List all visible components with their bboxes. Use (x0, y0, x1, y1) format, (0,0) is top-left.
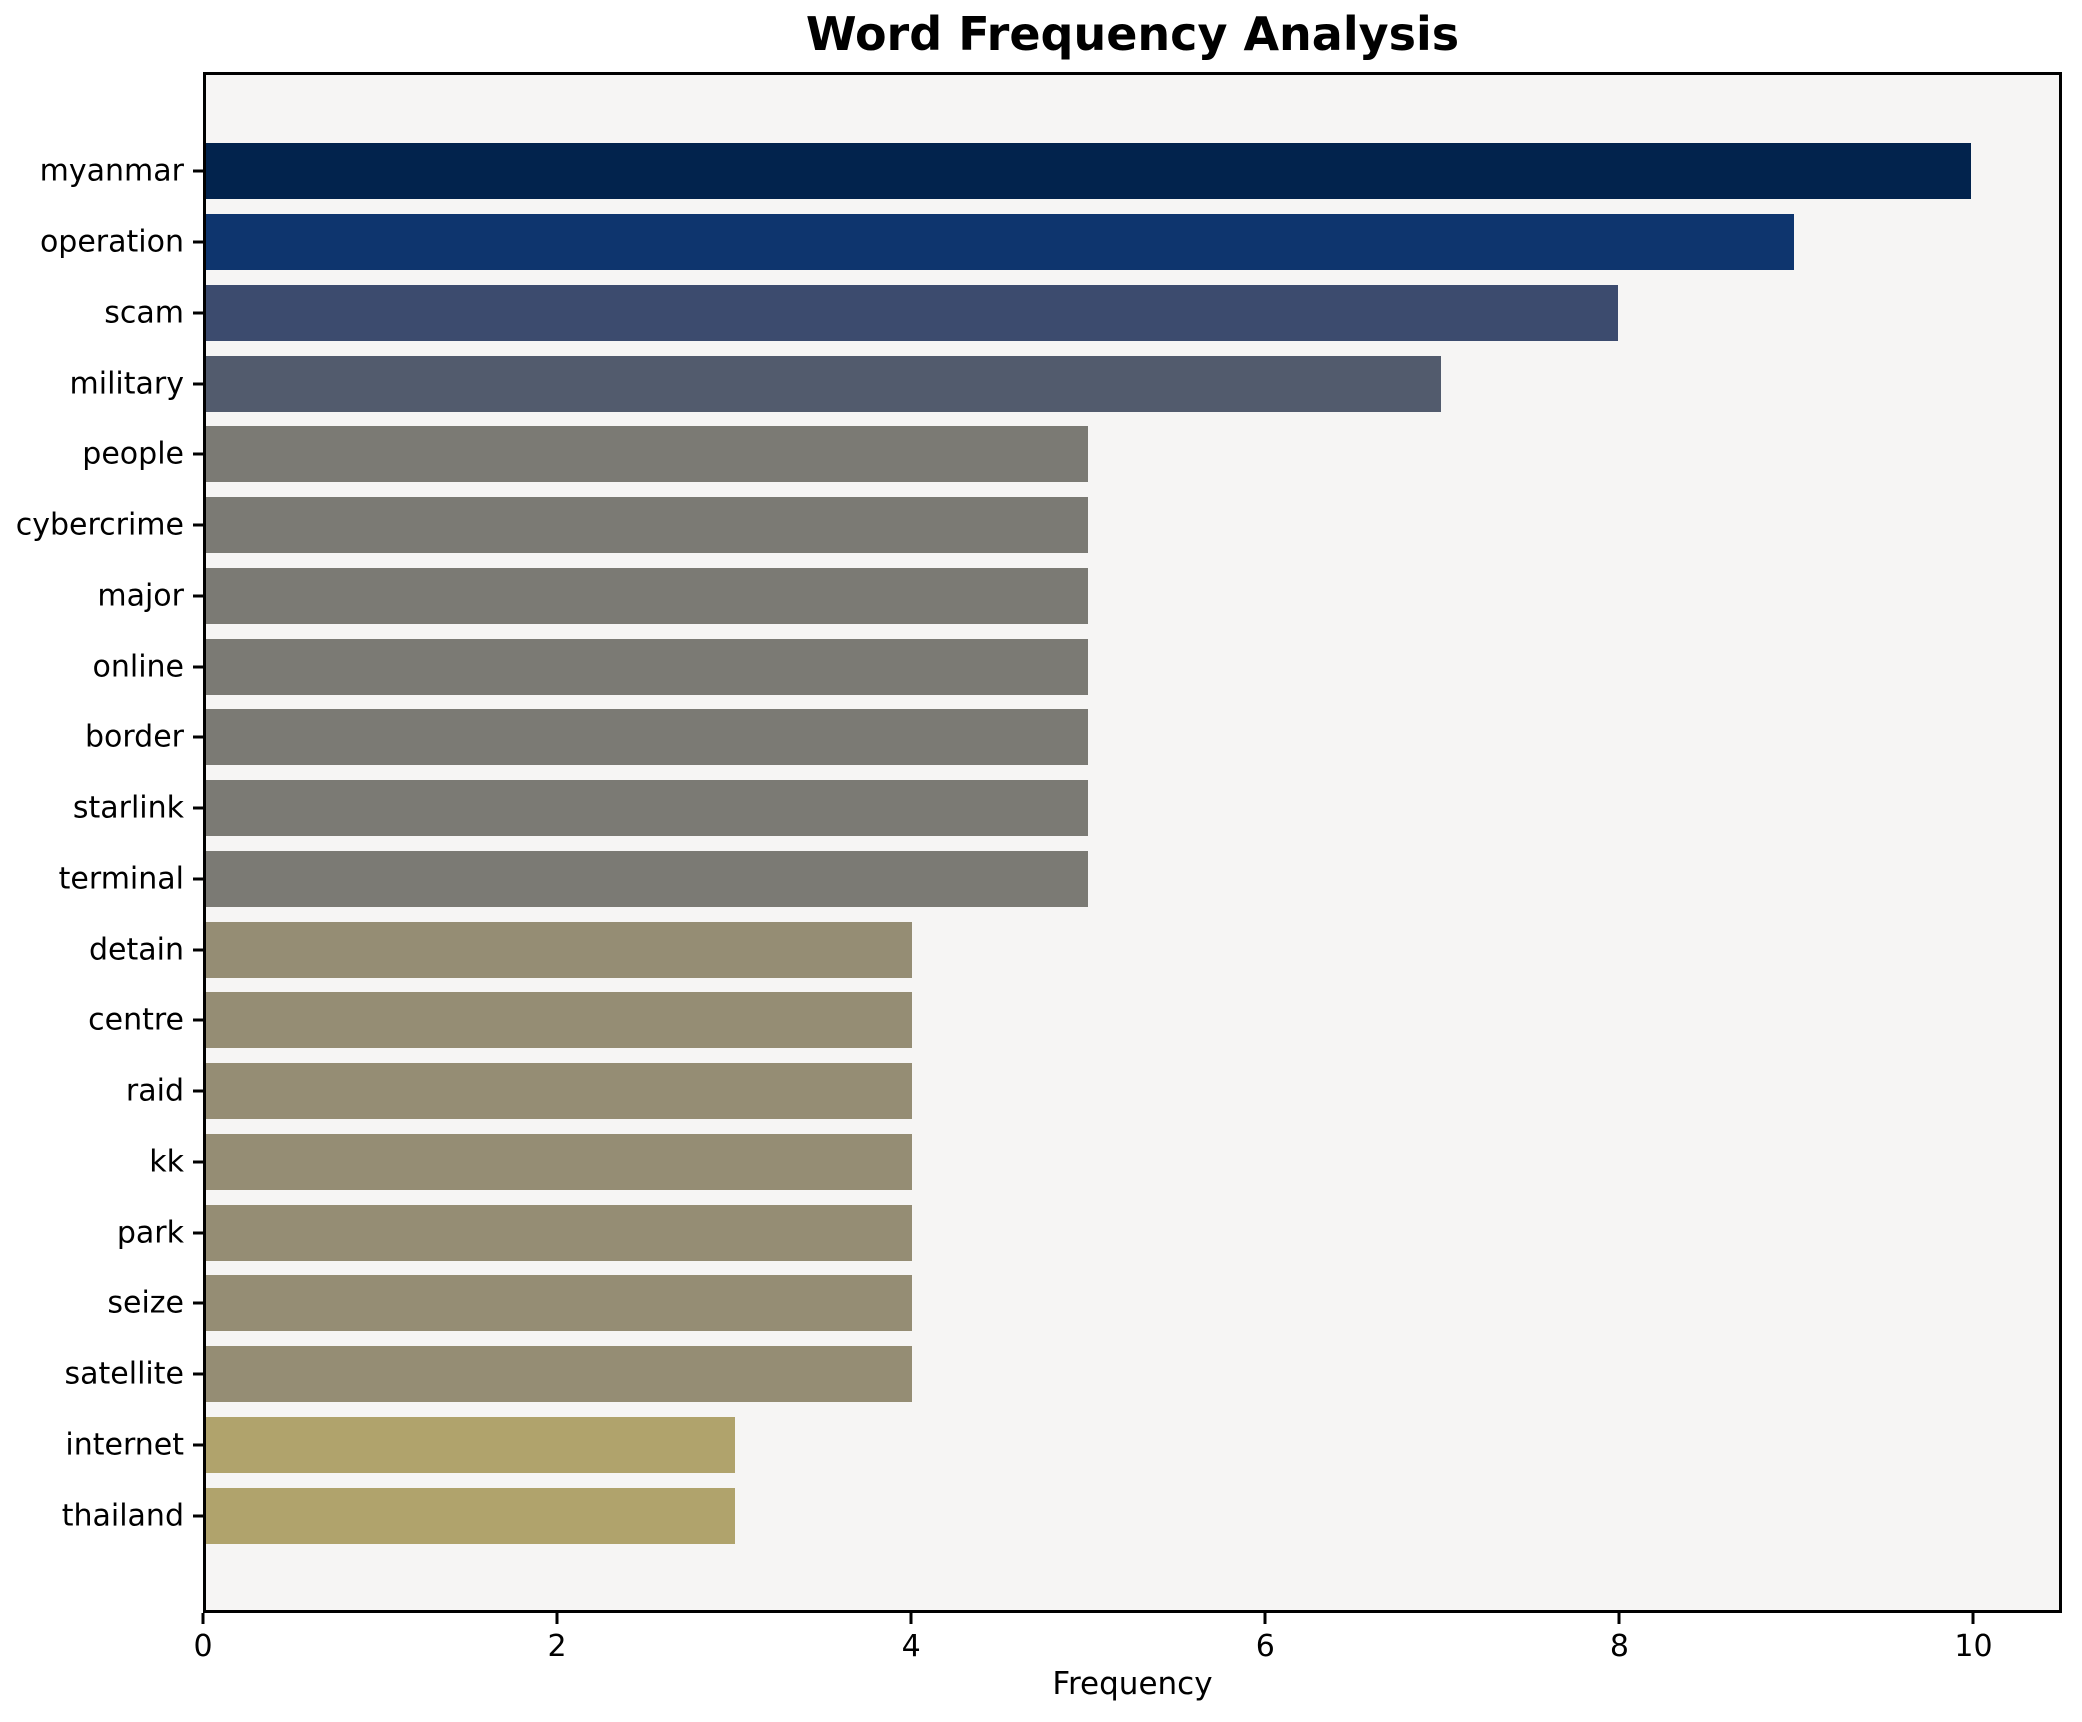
x-tick-label: 8 (1609, 1629, 1629, 1664)
y-tick-mark (193, 1301, 203, 1305)
bar-row: satellite (65, 1339, 2059, 1410)
bar-row: operation (40, 207, 2059, 278)
bar-row: myanmar (40, 136, 2059, 207)
x-tick-label: 6 (1255, 1629, 1275, 1664)
x-tick-mark (1617, 1613, 1621, 1624)
y-tick-mark (193, 877, 203, 881)
chart-title: Word Frequency Analysis (805, 7, 1460, 61)
category-label: scam (104, 295, 184, 331)
category-label: raid (125, 1073, 184, 1109)
category-label: cybercrime (15, 507, 184, 543)
category-label: centre (88, 1002, 184, 1038)
frequency-bar (206, 850, 1089, 907)
y-tick-mark (193, 169, 203, 173)
frequency-bar (206, 1204, 912, 1261)
frequency-bar (206, 1487, 736, 1544)
bar-row: raid (126, 1056, 2059, 1127)
bar-row: military (70, 348, 2059, 419)
y-tick-mark (193, 1372, 203, 1376)
bar-row: scam (104, 278, 2059, 349)
bar-row: starlink (73, 773, 2059, 844)
frequency-bar (206, 780, 1089, 837)
x-axis: 0 2 4 6 8 10 (193, 1613, 2062, 1683)
frequency-bar (206, 214, 1795, 271)
bar-row: centre (88, 985, 2059, 1056)
frequency-bar (206, 497, 1089, 554)
category-label: online (92, 649, 184, 685)
category-label: seize (107, 1285, 184, 1321)
y-tick-mark (193, 1018, 203, 1022)
y-tick-mark (193, 523, 203, 527)
category-label: terminal (58, 861, 184, 897)
plot-area: myanmar operation scam military people cyberc… (16, 72, 2062, 1613)
bar-row: seize (107, 1268, 2059, 1339)
frequency-bar (206, 1063, 912, 1120)
y-tick-mark (193, 452, 203, 456)
category-label: kk (149, 1144, 184, 1180)
frequency-bar (206, 638, 1089, 695)
x-tick-mark (1263, 1613, 1267, 1624)
bar-row: online (92, 631, 2059, 702)
y-tick-mark (193, 1514, 203, 1518)
y-tick-mark (193, 240, 203, 244)
frequency-bar (206, 567, 1089, 624)
x-tick-mark (1971, 1613, 1975, 1624)
y-tick-mark (193, 806, 203, 810)
x-tick-mark (201, 1613, 205, 1624)
y-tick-mark (193, 948, 203, 952)
bar-row: detain (89, 914, 2059, 985)
category-label: border (84, 719, 184, 755)
bar-row: internet (65, 1410, 2059, 1481)
y-tick-mark (193, 1089, 203, 1093)
category-label: detain (89, 932, 184, 968)
bar-row: terminal (59, 844, 2059, 915)
frequency-bar (206, 284, 1618, 341)
x-tick-label: 0 (193, 1629, 213, 1664)
frequency-bar (206, 1346, 912, 1403)
bar-row: kk (149, 1127, 2059, 1198)
frequency-bar (206, 709, 1089, 766)
y-tick-mark (193, 1231, 203, 1235)
bar-row: cybercrime (16, 490, 2059, 561)
frequency-bar (206, 1275, 912, 1332)
y-tick-mark (193, 311, 203, 315)
x-tick-mark (555, 1613, 559, 1624)
category-label: internet (65, 1427, 184, 1463)
frequency-bar (206, 426, 1089, 483)
bar-row: thailand (62, 1480, 2059, 1551)
x-axis-label: Frequency (1052, 1666, 1213, 1702)
y-tick-mark (193, 1160, 203, 1164)
frequency-bar (206, 143, 1971, 200)
bar-row: major (97, 561, 2059, 632)
category-label: park (116, 1215, 184, 1251)
frequency-bar (206, 1416, 736, 1473)
category-label: starlink (72, 790, 184, 826)
category-label: people (82, 436, 184, 472)
bars-container: myanmar operation scam military people cyberc… (16, 75, 2059, 1610)
x-tick-mark (909, 1613, 913, 1624)
category-label: satellite (64, 1356, 184, 1392)
bar-row: park (117, 1197, 2059, 1268)
category-label: myanmar (39, 153, 184, 189)
category-label: operation (39, 224, 184, 260)
category-label: thailand (61, 1498, 184, 1534)
y-tick-mark (193, 665, 203, 669)
x-tick-label: 10 (1954, 1629, 1993, 1664)
frequency-bar (206, 992, 912, 1049)
x-tick-label: 4 (901, 1629, 921, 1664)
category-label: military (69, 366, 184, 402)
x-tick-label: 2 (547, 1629, 567, 1664)
category-label: major (97, 578, 184, 614)
frequency-bar (206, 355, 1442, 412)
frequency-bar (206, 1133, 912, 1190)
bar-row: people (82, 419, 2059, 490)
y-tick-mark (193, 382, 203, 386)
y-tick-mark (193, 735, 203, 739)
y-tick-mark (193, 1443, 203, 1447)
y-tick-mark (193, 594, 203, 598)
bar-row: border (85, 702, 2059, 773)
frequency-bar (206, 921, 912, 978)
